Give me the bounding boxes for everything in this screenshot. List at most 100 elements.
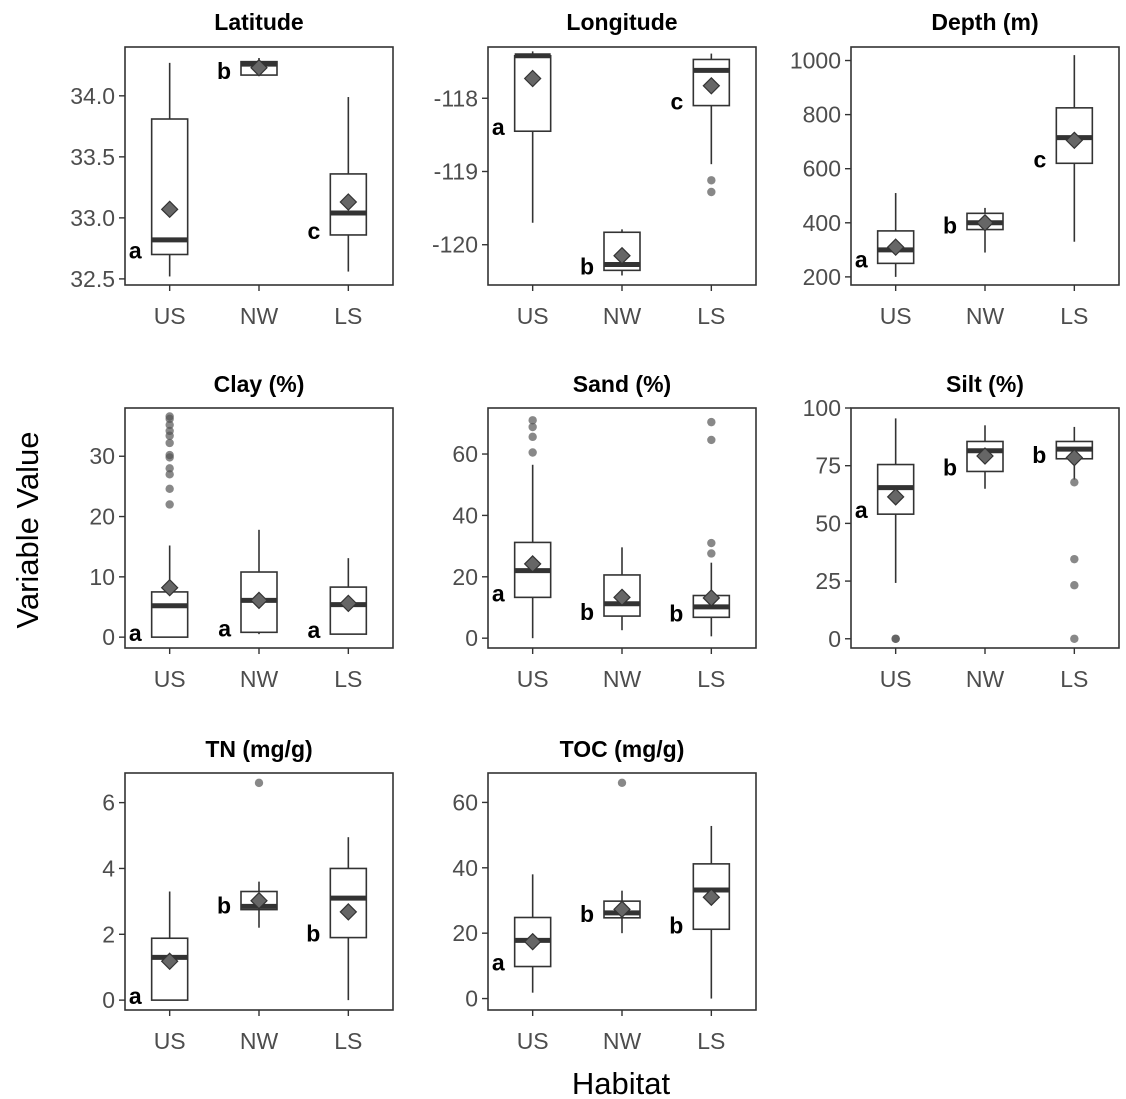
box-nw: b [943,207,1004,253]
panels: Latitude32.533.033.534.0USaNWbLScLongitu… [70,9,1120,1054]
box-ls: c [308,97,368,272]
box-us: a [492,874,552,993]
box-nw: b [580,778,641,934]
box-ls: c [671,53,731,197]
group-letter: b [580,599,594,625]
y-tick-label: 32.5 [70,266,115,292]
outlier-point [1070,554,1079,564]
y-tick-label: 60 [452,441,478,467]
mean-marker [250,591,268,610]
y-tick-label: 0 [465,625,478,651]
mean-marker [976,447,994,465]
mean-marker [250,58,268,77]
mean-marker [613,900,631,919]
box-us: a [855,193,915,277]
panel-title: TN (mg/g) [205,736,312,762]
mean-marker [886,238,905,256]
panel-4: Clay (%) 0 10 20 30 US a NW a LS a [89,371,394,692]
outlier-point [165,426,174,436]
group-letter: b [580,901,594,927]
outlier-point [254,778,264,788]
outlier-point [891,634,900,643]
box-nw: b [217,778,278,928]
outlier-point [165,500,174,509]
x-tick-label: US [517,1028,549,1054]
outlier-point [1070,478,1079,487]
y-tick-label: 20 [452,564,478,590]
panel-1: Latitude 32.5 33.0 33.5 34.0 US a NW b LS c [70,9,394,329]
outlier-point [165,438,174,448]
box-iqr [329,867,368,939]
mean-marker [339,903,358,921]
group-letter: b [943,213,957,239]
group-letter: a [855,246,868,272]
x-tick-label: LS [334,1028,362,1054]
panel-title: Latitude [214,9,303,35]
mean-marker [702,76,721,95]
box-iqr [150,118,189,256]
group-letter: a [218,615,231,641]
outlier-point [528,422,537,432]
outlier-point [617,778,627,788]
x-tick-label: NW [966,303,1005,329]
box-ls: b [669,825,731,999]
panel-6: Silt (%) 0 25 50 75 100 US a NW b LS b [803,371,1120,692]
box-nw: b [943,425,1004,489]
y-tick-label: 600 [803,156,841,182]
panel-title: TOC (mg/g) [560,736,685,762]
y-tick-label: 800 [803,102,841,128]
y-tick-label: 400 [803,210,841,236]
mean-marker [613,588,631,607]
mean-marker [160,952,179,971]
mean-marker [160,200,179,219]
y-tick-label: 40 [452,855,478,881]
mean-marker [1065,131,1084,150]
box-iqr [150,591,189,638]
group-letter: b [669,912,683,938]
group-letter: a [129,237,142,263]
outlier-point [707,187,716,197]
x-tick-label: LS [1060,303,1088,329]
mean-marker [1065,448,1084,467]
mean-marker [613,246,631,265]
y-tick-label: 0 [828,626,841,652]
mean-marker [523,69,542,88]
panel-title: Sand (%) [573,371,671,397]
group-letter: b [580,253,594,279]
y-tick-label: 75 [815,453,841,479]
x-tick-label: US [880,303,912,329]
box-us: a [855,418,915,643]
box-nw: b [580,229,641,279]
box-ls: b [669,417,731,637]
y-tick-label: -118 [434,85,478,111]
panel-3: Depth (m) 200 400 600 800 1000 US a NW b LS c [790,9,1120,329]
mean-marker [339,193,358,211]
mean-marker [523,555,542,573]
outlier-point [707,176,716,185]
y-tick-label: 40 [452,502,478,528]
panel-title: Clay (%) [214,371,305,397]
y-tick-label: 30 [89,443,115,469]
outlier-point [1070,581,1079,590]
y-tick-label: 60 [452,789,478,815]
y-tick-label: -119 [434,158,478,184]
box-us: a [492,416,552,639]
x-tick-label: NW [966,666,1005,692]
y-tick-label: 0 [102,624,115,650]
box-nw: a [218,529,278,641]
group-letter: a [129,983,142,1009]
y-tick-label: 20 [89,504,115,530]
panel-2: Longitude -120 -119 -118 US a NW b LS c [432,9,757,329]
outlier-point [528,448,537,457]
x-tick-label: US [154,303,186,329]
x-tick-label: US [517,303,549,329]
outlier-point [528,416,537,425]
mean-marker [160,578,179,597]
y-tick-label: 25 [815,568,841,594]
outlier-point [1070,634,1079,643]
box-us: a [129,62,189,277]
box-us: a [129,412,189,646]
x-tick-label: NW [240,666,279,692]
y-tick-label: 1000 [790,48,841,74]
